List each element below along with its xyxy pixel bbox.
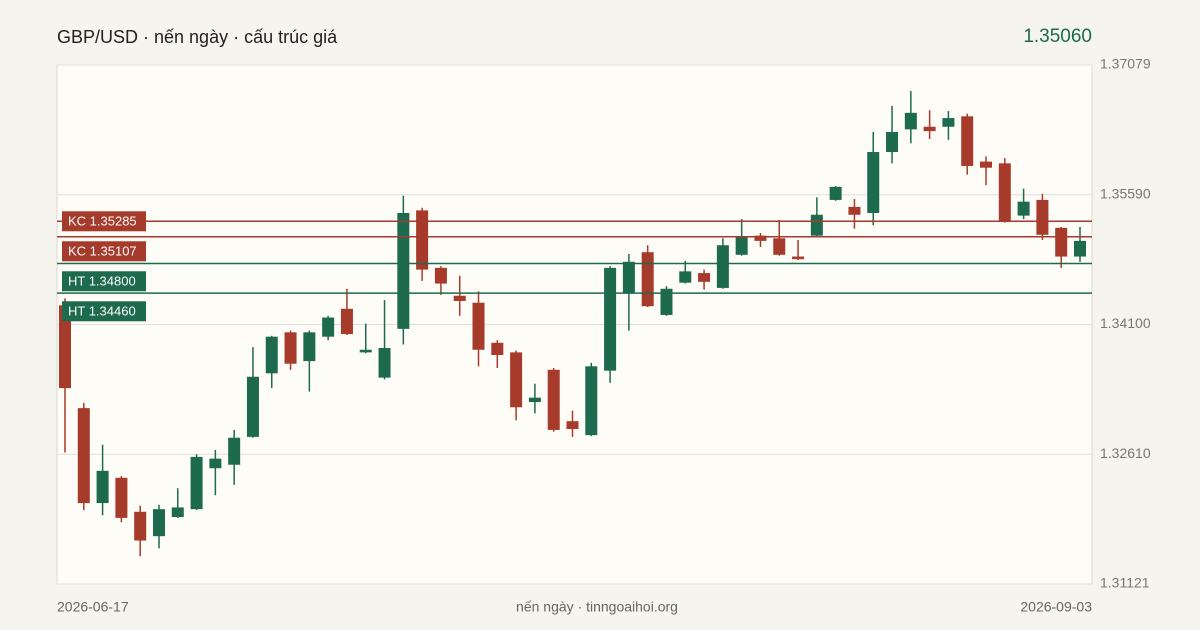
candle-body [265, 336, 278, 374]
candle-body [59, 305, 71, 389]
candle-body [77, 408, 90, 504]
candle-body [378, 348, 391, 378]
candle-body [998, 163, 1011, 221]
candle-body [773, 238, 786, 255]
candle-body [867, 152, 880, 213]
candle-body [453, 295, 466, 301]
level-label: HT 1.34800 [68, 274, 136, 289]
candle-body [1017, 201, 1030, 216]
candle-body [660, 288, 673, 315]
candle-body [848, 206, 861, 215]
candle-body [566, 421, 579, 430]
candle-body [190, 456, 203, 510]
candle-body [510, 352, 523, 408]
y-tick-label: 1.34100 [1100, 315, 1151, 331]
candle-body [246, 376, 259, 437]
candle-body [980, 161, 993, 168]
candle-body [284, 332, 297, 364]
candle-body [96, 470, 109, 504]
candle-body [322, 317, 335, 337]
candle-body [547, 369, 560, 430]
y-tick-label: 1.32610 [1100, 445, 1151, 461]
candle-body [679, 271, 692, 283]
footer: nến ngày · tinngoaihoi.org [516, 599, 678, 615]
candle-body [115, 477, 128, 518]
candle-body [171, 507, 184, 518]
candle-body [152, 509, 165, 537]
y-tick-label: 1.37079 [1100, 56, 1151, 72]
candle-body [604, 267, 617, 371]
candle-body [228, 437, 241, 465]
candle-body [810, 214, 823, 236]
level-label: KC 1.35285 [68, 214, 137, 229]
candle-body [716, 245, 729, 288]
y-tick-label: 1.31121 [1100, 575, 1150, 591]
candle-body [209, 458, 222, 469]
candle-body [1055, 227, 1068, 257]
candle-body [434, 267, 447, 284]
level-label: KC 1.35107 [68, 244, 137, 259]
level-label-box [62, 211, 146, 232]
candle-body [735, 237, 748, 255]
candle-body [1074, 240, 1086, 257]
candle-body [359, 349, 372, 353]
level-label: HT 1.34460 [68, 304, 136, 319]
candle-body [528, 397, 541, 403]
candle-body [641, 252, 654, 307]
candle-body [491, 342, 504, 355]
candle-body [303, 332, 316, 362]
chart-title: GBP/USD · nến ngày · cấu trúc giá [57, 27, 338, 47]
x-tick-label: 2026-09-03 [1020, 599, 1092, 615]
y-tick-label: 1.35590 [1100, 185, 1151, 201]
candle-body [829, 186, 842, 200]
candle-body [886, 131, 899, 153]
candle-body [942, 118, 955, 127]
last-price: 1.35060 [1023, 26, 1092, 47]
level-label-box [62, 301, 146, 322]
candle-body [622, 261, 635, 294]
level-label-box [62, 241, 146, 262]
candle-body [754, 235, 767, 241]
candle-body [698, 273, 711, 282]
candle-body [1036, 199, 1049, 235]
level-label-box [62, 271, 146, 292]
candle-body [340, 308, 353, 335]
candle-body [397, 212, 410, 329]
candle-body [904, 112, 917, 130]
candle-body [961, 116, 974, 166]
candle-body [416, 210, 429, 270]
candle-body [472, 302, 485, 350]
candle-body [134, 511, 147, 541]
candle-body [923, 126, 936, 132]
candle-body [585, 366, 598, 436]
x-tick-label: 2026-06-17 [57, 599, 129, 615]
candle-body [792, 256, 805, 260]
